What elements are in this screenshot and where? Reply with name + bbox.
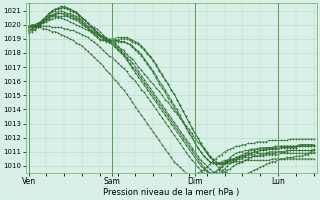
X-axis label: Pression niveau de la mer( hPa ): Pression niveau de la mer( hPa ) xyxy=(103,188,239,197)
